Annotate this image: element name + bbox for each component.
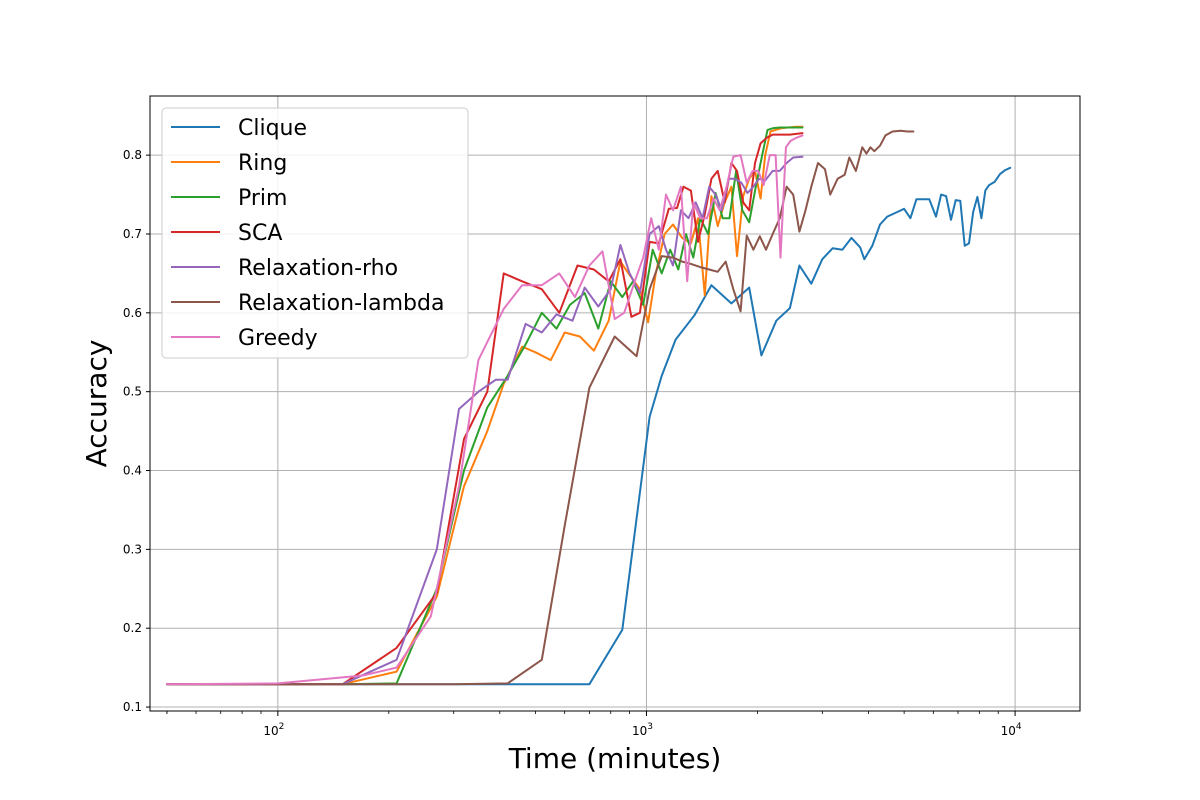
y-tick-label: 0.3 <box>123 542 142 556</box>
axis-ticks: 0.1 0.2 0.3 0.4 0.5 0.6 0.7 0.8 102 103 104 <box>123 148 1022 738</box>
series-line-relaxation-lambda <box>165 129 915 686</box>
legend-label: Prim <box>238 186 287 211</box>
y-tick-label: 0.7 <box>123 227 142 241</box>
legend-label: Greedy <box>238 326 318 351</box>
y-axis-label: Accuracy <box>80 340 113 468</box>
legend-label: Ring <box>238 151 287 176</box>
series-line-relaxation-rho <box>165 155 804 686</box>
series-line-greedy <box>165 134 804 686</box>
y-tick-label: 0.4 <box>123 464 142 478</box>
legend-label: SCA <box>238 221 282 246</box>
legend-label: Clique <box>238 116 307 141</box>
series-line-ring <box>165 125 804 686</box>
legend: Clique Ring Prim SCA Relaxation-rho Relaxatio… <box>161 107 469 359</box>
y-tick-label: 0.1 <box>123 700 142 714</box>
x-tick-label: 104 <box>1001 722 1022 738</box>
x-axis-label: Time (minutes) <box>508 742 722 775</box>
x-tick-label: 102 <box>263 722 284 738</box>
y-tick-label: 0.5 <box>123 385 142 399</box>
y-tick-label: 0.8 <box>123 148 142 162</box>
legend-label: Relaxation-rho <box>238 256 398 281</box>
y-tick-label: 0.2 <box>123 621 142 635</box>
legend-box <box>161 107 469 359</box>
series-lines <box>165 125 1012 686</box>
series-line-clique <box>165 166 1012 686</box>
y-tick-label: 0.6 <box>123 306 142 320</box>
legend-label: Relaxation-lambda <box>238 291 444 316</box>
x-tick-label: 103 <box>632 722 653 738</box>
plot-frame <box>149 95 1081 712</box>
